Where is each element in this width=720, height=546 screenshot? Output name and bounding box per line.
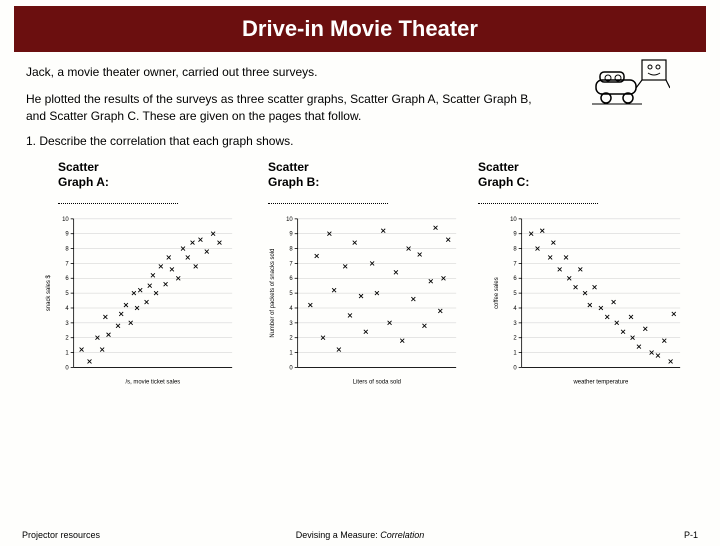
page-title: Drive-in Movie Theater	[242, 16, 478, 41]
svg-text:8: 8	[513, 246, 517, 252]
svg-text:2: 2	[513, 335, 516, 341]
svg-text:0: 0	[65, 365, 69, 371]
scatter-graph-c: 0 1 2 3 4 5 6 7 8 9 10 coffee sales weather temperat…	[486, 212, 694, 402]
svg-text:0: 0	[289, 365, 293, 371]
svg-text:1: 1	[289, 350, 293, 356]
svg-text:weather temperature: weather temperature	[572, 379, 628, 385]
footer-center: Devising a Measure: Correlation	[296, 530, 425, 540]
charts-row: 012345678910snack sales $/s, movie ticke…	[38, 212, 694, 402]
intro-p2: He plotted the results of the surveys as…	[26, 91, 546, 125]
label-graph-c: Scatter Graph C:	[478, 160, 688, 203]
svg-text:/s, movie ticket sales: /s, movie ticket sales	[126, 379, 181, 385]
drive-in-clipart-icon	[590, 58, 670, 114]
svg-text:10: 10	[286, 216, 293, 222]
svg-text:4: 4	[65, 306, 69, 312]
svg-text:3: 3	[65, 320, 69, 326]
svg-text:8: 8	[289, 246, 293, 252]
svg-text:10: 10	[510, 216, 517, 222]
svg-text:9: 9	[513, 231, 517, 237]
svg-text:7: 7	[289, 261, 292, 267]
svg-text:6: 6	[65, 276, 69, 282]
svg-text:8: 8	[65, 246, 69, 252]
label-graph-a: Scatter Graph A:	[58, 160, 268, 203]
svg-text:3: 3	[513, 320, 517, 326]
label-c-text: Scatter Graph C:	[478, 160, 538, 189]
svg-text:2: 2	[65, 335, 68, 341]
footer-left: Projector resources	[22, 530, 100, 540]
footer-mid-plain: Devising a Measure:	[296, 530, 381, 540]
svg-text:7: 7	[65, 261, 68, 267]
svg-text:0: 0	[513, 365, 517, 371]
blank-line-b	[268, 194, 388, 204]
footer-mid-italic: Correlation	[380, 530, 424, 540]
slide-footer: Projector resources Devising a Measure: …	[0, 530, 720, 540]
svg-text:5: 5	[65, 291, 69, 297]
svg-text:3: 3	[289, 320, 293, 326]
svg-text:7: 7	[513, 261, 516, 267]
label-graph-b: Scatter Graph B:	[268, 160, 478, 203]
svg-text:9: 9	[65, 231, 69, 237]
svg-text:1: 1	[65, 350, 69, 356]
footer-right: P-1	[684, 530, 698, 540]
svg-text:snack sales $: snack sales $	[46, 274, 52, 311]
svg-text:6: 6	[289, 276, 293, 282]
blank-line-c	[478, 194, 598, 204]
question-1: 1. Describe the correlation that each gr…	[26, 134, 694, 148]
svg-text:4: 4	[513, 306, 517, 312]
label-b-text: Scatter Graph B:	[268, 160, 328, 189]
svg-text:4: 4	[289, 306, 293, 312]
content-area: Jack, a movie theater owner, carried out…	[0, 52, 720, 402]
svg-text:10: 10	[62, 216, 69, 222]
title-banner: Drive-in Movie Theater	[14, 6, 706, 52]
scatter-graph-a: 0 1 2 3 4 5 6 7 8 9 10 snack sales $ /s, movie ticke…	[38, 212, 246, 402]
label-a-text: Scatter Graph A:	[58, 160, 118, 189]
svg-text:1: 1	[513, 350, 517, 356]
intro-p1: Jack, a movie theater owner, carried out…	[26, 64, 546, 81]
scatter-label-row: Scatter Graph A: Scatter Graph B: Scatte…	[26, 160, 694, 203]
svg-text:5: 5	[289, 291, 293, 297]
scatter-graph-b: 0 1 2 3 4 5 6 7 8 9 10 Number of packets of snacks …	[262, 212, 470, 402]
svg-text:Liters of soda sold: Liters of soda sold	[353, 379, 401, 385]
svg-text:Number of packets of snacks so: Number of packets of snacks sold	[270, 248, 276, 337]
svg-text:9: 9	[289, 231, 293, 237]
svg-text:2: 2	[289, 335, 292, 341]
svg-text:5: 5	[513, 291, 517, 297]
svg-text:6: 6	[513, 276, 517, 282]
blank-line-a	[58, 194, 178, 204]
svg-text:coffee sales: coffee sales	[494, 277, 500, 309]
intro-text: Jack, a movie theater owner, carried out…	[26, 64, 546, 124]
